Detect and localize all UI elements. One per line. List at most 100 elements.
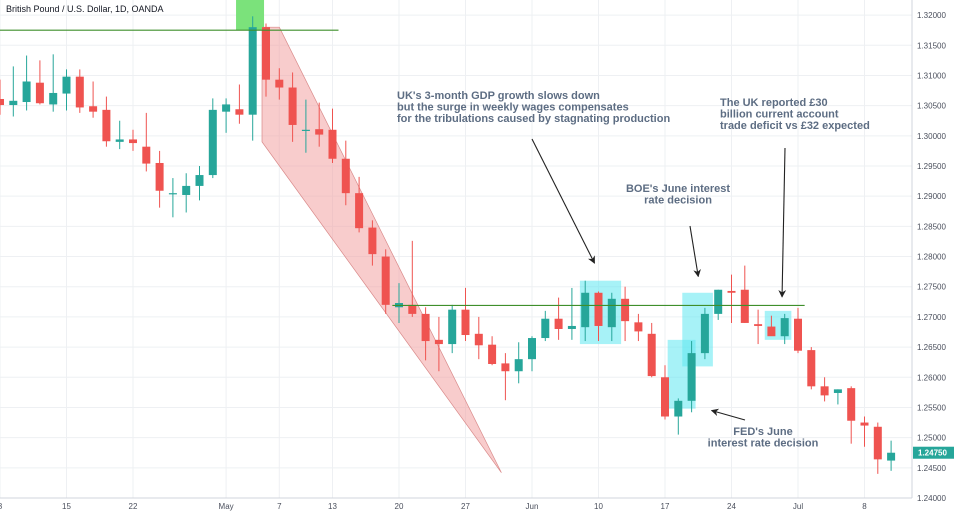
candle <box>754 309 763 345</box>
candle <box>833 389 842 405</box>
candle <box>594 291 603 342</box>
candle-body <box>262 27 270 80</box>
candle-body <box>514 359 523 372</box>
chart-title[interactable]: British Pound / U.S. Dollar, 1D, OANDA <box>6 4 164 14</box>
candle-body <box>554 318 563 329</box>
candle <box>49 54 58 112</box>
y-tick-label: 1.24000 <box>917 494 946 503</box>
candle <box>381 249 390 314</box>
y-tick-label: 1.29500 <box>917 162 946 171</box>
annotation-line: UK's 3-month GDP growth slows down <box>397 90 600 102</box>
annotation-line: for the tribulations caused by stagnatin… <box>397 113 670 125</box>
candle <box>9 66 18 117</box>
candle <box>873 422 882 474</box>
overlay-front <box>0 29 805 307</box>
candle-body <box>754 324 763 326</box>
candle-body <box>142 146 151 164</box>
candle <box>408 240 417 317</box>
annotation: BOE's June interest rate decision <box>626 183 730 278</box>
candle-body <box>49 92 58 105</box>
candle-body <box>607 298 616 328</box>
candle-body <box>488 344 497 364</box>
annotation-arrow <box>710 408 746 421</box>
candle <box>820 377 829 402</box>
y-tick-label: 1.32000 <box>917 11 946 20</box>
candle-body <box>235 109 244 115</box>
candle-body <box>368 227 377 255</box>
candle-body <box>860 422 869 426</box>
candle-body <box>674 400 683 417</box>
candle-body <box>621 298 630 322</box>
candle <box>647 322 656 378</box>
last-price-label: 1.24750 <box>918 449 947 458</box>
candle-body <box>727 290 736 293</box>
x-tick-label: 17 <box>661 502 670 511</box>
candle <box>168 178 177 218</box>
candle <box>35 60 44 105</box>
annotation-line: trade deficit vs £32 expected <box>720 120 870 132</box>
candle-body <box>355 193 364 229</box>
candle-body <box>222 104 231 112</box>
candle <box>687 341 696 413</box>
candle <box>474 316 483 360</box>
x-tick-label: 15 <box>62 502 71 511</box>
y-tick-label: 1.30500 <box>917 102 946 111</box>
annotation-arrow <box>689 225 701 278</box>
candle-body <box>847 388 856 421</box>
candle-body <box>541 318 550 339</box>
candle <box>714 289 723 320</box>
candle-body <box>341 158 350 194</box>
candle-body <box>129 139 137 144</box>
y-tick-label: 1.24500 <box>917 464 946 473</box>
candle-body <box>887 452 896 461</box>
candle <box>514 342 523 384</box>
x-tick-label: May <box>219 502 234 511</box>
candle-body <box>208 109 217 176</box>
candle <box>195 166 204 201</box>
annotation-line: interest rate decision <box>708 438 819 450</box>
annotation-text: The UK reported £30 billion current accou… <box>720 97 870 132</box>
candle <box>807 347 816 390</box>
candle-body <box>381 256 390 305</box>
y-tick-label: 1.29000 <box>917 192 946 201</box>
annotation: UK's 3-month GDP growth slows down but th… <box>397 90 670 264</box>
candle <box>434 316 443 372</box>
annotation-text: BOE's June interest rate decision <box>626 183 730 207</box>
candle-body <box>594 292 603 326</box>
candle-body <box>22 81 31 103</box>
y-tick-label: 1.31500 <box>917 41 946 50</box>
top-marker <box>236 0 265 31</box>
candle-body <box>501 363 510 372</box>
candle <box>301 99 310 153</box>
candle-body <box>328 129 337 159</box>
candle <box>248 16 257 141</box>
candle <box>674 398 683 435</box>
candle-body <box>448 309 457 345</box>
candle <box>208 98 217 179</box>
candle-body <box>408 304 417 314</box>
candle <box>341 140 350 206</box>
candle-body <box>195 175 204 186</box>
y-tick-label: 1.25500 <box>917 403 946 412</box>
candle-body <box>461 309 470 336</box>
candle <box>288 72 297 142</box>
annotations: UK's 3-month GDP growth slows down but th… <box>397 90 870 450</box>
candle <box>767 315 776 337</box>
x-tick-label: 8 <box>862 502 867 511</box>
annotation-arrow <box>531 138 596 264</box>
candle <box>567 287 576 340</box>
x-tick-label: 22 <box>129 502 138 511</box>
candle-body <box>301 129 310 131</box>
candle <box>22 55 31 111</box>
candle <box>607 292 616 342</box>
candle <box>102 96 111 147</box>
x-tick-label: 13 <box>328 502 337 511</box>
annotation-text: FED's June interest rate decision <box>708 426 819 450</box>
candle-body <box>740 289 749 323</box>
annotation-line: billion current account <box>720 109 839 121</box>
candle-body <box>820 386 829 396</box>
candle <box>634 313 643 342</box>
annotation-line: rate decision <box>644 195 712 207</box>
